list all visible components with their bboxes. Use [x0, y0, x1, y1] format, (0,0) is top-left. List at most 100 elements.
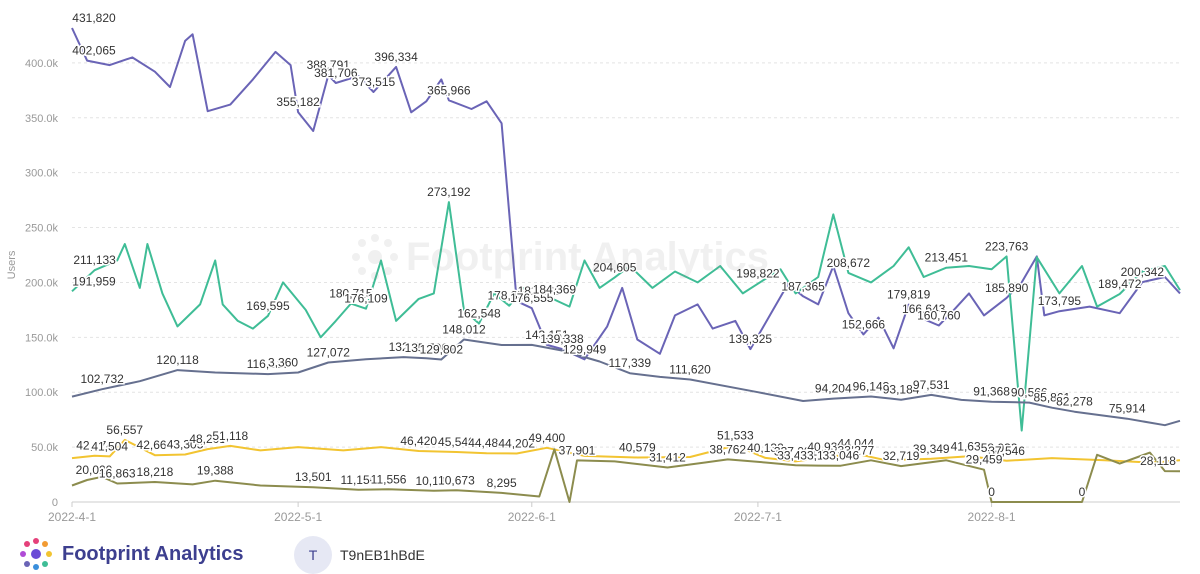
- x-tick-label: 2022-6-1: [508, 510, 556, 524]
- data-label: 40,937: [807, 440, 844, 454]
- data-label: 173,795: [1038, 294, 1082, 308]
- y-tick-label: 200.0k: [25, 277, 59, 289]
- data-label: 129,802: [420, 343, 464, 357]
- data-label: 273,192: [427, 185, 471, 199]
- y-tick-label: 350.0k: [25, 113, 59, 125]
- data-label: 337,001: [774, 444, 818, 458]
- data-label: 94,204: [815, 382, 852, 396]
- data-label: 160,760: [917, 309, 961, 323]
- data-label: 116,517: [247, 357, 290, 371]
- x-tick-label: 2022-7-1: [734, 510, 782, 524]
- data-label: 117,339: [609, 356, 652, 370]
- y-tick-label: 0: [52, 497, 58, 509]
- data-label: 355,182: [276, 95, 320, 109]
- data-label: 176,555: [510, 291, 554, 305]
- data-label: 41,636: [951, 439, 988, 453]
- y-tick-label: 150.0k: [25, 332, 59, 344]
- data-label: 139,325: [729, 332, 773, 346]
- data-label: 19,388: [197, 464, 234, 478]
- data-label: 82,278: [1056, 395, 1093, 409]
- data-label: 40,579: [619, 440, 656, 454]
- x-tick-label: 2022-5-1: [274, 510, 322, 524]
- brand-name: Footprint Analytics: [62, 542, 244, 565]
- data-label: 37,901: [559, 443, 596, 457]
- data-label: 213,451: [925, 251, 969, 265]
- series-line-3[interactable]: [71, 338, 1181, 427]
- y-tick-label: 300.0k: [25, 168, 59, 180]
- data-label: 402,065: [72, 44, 116, 58]
- data-label: 20,020: [76, 463, 113, 477]
- data-label: 10,673: [438, 473, 475, 487]
- data-label: 46,420: [400, 434, 437, 448]
- user-name: T9nEB1hBdE: [340, 547, 425, 563]
- data-label: 51,533: [717, 428, 754, 442]
- data-label: 33,452: [777, 448, 814, 462]
- footer: Footprint Analytics T T9nEB1hBdE: [0, 528, 1200, 574]
- data-label: 11,150: [341, 473, 377, 487]
- y-axis-title: Users: [6, 250, 18, 279]
- data-label: 365,966: [427, 83, 471, 97]
- data-label: 39,349: [913, 442, 950, 456]
- data-label: 388,791: [307, 58, 351, 72]
- data-label: 56,557: [106, 423, 143, 437]
- data-label: 182,960: [518, 284, 562, 298]
- data-label: 58,032: [981, 441, 1018, 455]
- data-label: 37,546: [988, 444, 1025, 458]
- data-label: 18,218: [137, 465, 174, 479]
- data-label: 41,504: [91, 439, 128, 453]
- data-label: 189,472: [1098, 277, 1142, 291]
- data-label: 97,531: [913, 378, 950, 392]
- data-label: 44,202: [498, 436, 535, 450]
- y-tick-label: 400.0k: [25, 58, 59, 70]
- user-badge[interactable]: T T9nEB1hBdE: [294, 536, 425, 574]
- data-label: 42,174: [76, 439, 113, 453]
- brand-logo[interactable]: Footprint Analytics: [18, 536, 243, 572]
- data-label: 32,719: [883, 449, 920, 463]
- data-label: 120,118: [156, 353, 199, 367]
- data-label: 0: [1079, 485, 1086, 499]
- footprint-logo-icon: [20, 538, 52, 570]
- series-line-5[interactable]: [71, 448, 1181, 503]
- data-label: 33,277: [838, 443, 875, 457]
- data-label: 373,515: [352, 75, 396, 89]
- series-line-4[interactable]: [71, 438, 1181, 464]
- series-line-1[interactable]: [71, 27, 1181, 361]
- y-tick-label: 250.0k: [25, 223, 59, 235]
- data-label: 13,501: [295, 470, 332, 484]
- data-label: 169,595: [246, 299, 290, 313]
- data-label: 431,820: [72, 11, 116, 25]
- data-label: 40,132: [747, 441, 784, 455]
- data-label: 75,914: [1109, 402, 1146, 416]
- series-line-2[interactable]: [71, 201, 1181, 432]
- data-label: 396,334: [374, 50, 418, 64]
- data-label: 178,857: [487, 289, 531, 303]
- data-label: 185,890: [985, 281, 1029, 295]
- y-tick-label: 100.0k: [25, 387, 59, 399]
- data-label: 200,342: [1121, 265, 1165, 279]
- data-label: 42,664: [137, 438, 174, 452]
- data-label: 45,540: [438, 435, 475, 449]
- data-label: 16,863: [99, 466, 136, 480]
- data-label: 91,368: [973, 385, 1010, 399]
- data-label: 111,620: [669, 362, 711, 376]
- series-lines: [71, 27, 1181, 503]
- data-label: 96,143: [853, 379, 890, 393]
- data-label: 11,556: [371, 472, 407, 486]
- y-tick-label: 50.0k: [31, 442, 58, 454]
- data-label: 148,012: [442, 323, 486, 337]
- data-label: 33,046: [822, 449, 859, 463]
- data-label: 139,338: [540, 332, 584, 346]
- data-label: 204,605: [593, 260, 637, 274]
- data-label: 90,566: [1011, 386, 1048, 400]
- data-label: 211,133: [73, 253, 116, 267]
- data-label: 43,305: [167, 437, 204, 451]
- data-label: 28,118: [1140, 454, 1176, 468]
- data-label: 33,113: [800, 449, 836, 463]
- data-label: 180,715: [329, 287, 373, 301]
- data-label: 127,072: [307, 346, 351, 360]
- data-label: 132,7: [389, 340, 419, 354]
- data-label: 166,643: [902, 302, 946, 316]
- avatar: T: [294, 536, 332, 574]
